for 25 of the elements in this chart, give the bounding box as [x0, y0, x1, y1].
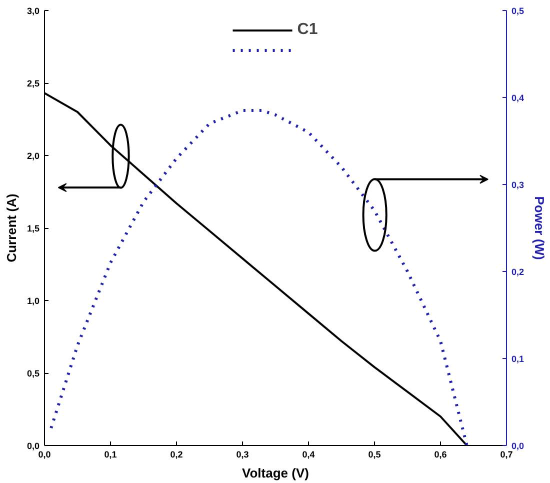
x-tick-label: 0,1 — [104, 450, 117, 460]
y2-tick-label: 0,3 — [512, 180, 524, 190]
y-tick-label: 1,0 — [26, 296, 40, 306]
y2-tick-label: 0,4 — [512, 93, 524, 103]
y-tick-label: 0,5 — [26, 368, 40, 378]
y-tick-label: 0,0 — [26, 441, 40, 451]
y2-tick-label: 0,1 — [512, 354, 524, 364]
y-tick-label: 1,5 — [26, 224, 40, 234]
y-tick-label: 3,0 — [26, 6, 40, 16]
x-tick-label: 0,4 — [302, 450, 315, 460]
x-tick-label: 0,0 — [38, 450, 51, 460]
y-tick-label: 2,5 — [26, 78, 40, 88]
x-tick-label: 0,5 — [368, 450, 381, 460]
y2-tick-label: 0,5 — [512, 6, 524, 16]
y-tick-label: 2,0 — [26, 151, 40, 161]
y-axis-title: Current (A) — [4, 194, 19, 262]
y2-axis-title: Power (W) — [532, 196, 548, 260]
x-tick-label: 0,7 — [500, 450, 513, 460]
x-tick-label: 0,3 — [236, 450, 249, 460]
y2-tick-label: 0,0 — [512, 441, 524, 451]
x-axis-title: Voltage (V) — [242, 466, 309, 480]
y2-tick-label: 0,2 — [512, 267, 524, 277]
x-tick-label: 0,2 — [170, 450, 183, 460]
legend-label: C1 — [297, 21, 318, 39]
x-tick-label: 0,6 — [434, 450, 447, 460]
